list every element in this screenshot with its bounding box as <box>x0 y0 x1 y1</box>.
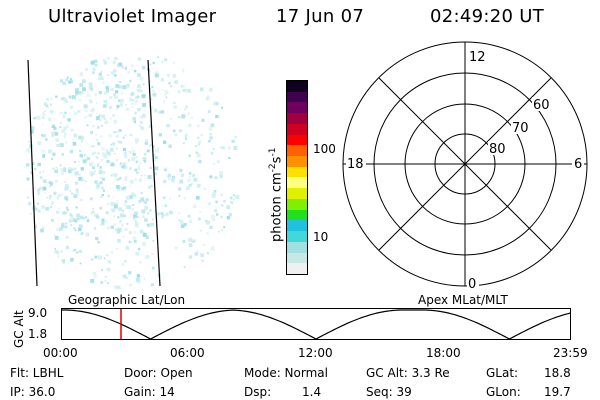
polar-diagonal-2 <box>378 77 552 251</box>
geographic-image <box>26 56 240 289</box>
colorbar-segment <box>287 263 307 274</box>
colorbar-segment <box>287 198 307 210</box>
colorbar-segment <box>287 188 307 199</box>
status-gc-alt: GC Alt: 3.3 Re <box>366 366 450 380</box>
timeline-ytick-max: 9.0 <box>28 306 48 320</box>
polar-plot: 12 18 6 0 60 70 80 <box>342 41 588 290</box>
colorbar-segment <box>287 231 307 242</box>
colorbar-tick-100: 100 <box>313 142 336 156</box>
colorbar-units-label: photon cm-2s-1 <box>268 147 285 242</box>
timeline-frame <box>61 308 571 340</box>
status-filter: Flt: LBHL <box>10 366 64 380</box>
colorbar-segment <box>287 220 307 232</box>
timeline-xtick-0600: 06:00 <box>170 346 205 360</box>
status-glat-value: 18.8 <box>544 366 571 380</box>
uv-speckle-field <box>26 56 240 289</box>
timeline-ytick-min: 1.8 <box>28 327 48 341</box>
colorbar-segment <box>287 102 307 114</box>
colorbar-segment <box>287 81 307 92</box>
colorbar-segment <box>287 252 307 264</box>
timeline-xtick-0000: 00:00 <box>43 346 78 360</box>
colorbar-segment <box>287 145 307 157</box>
status-glat-label: GLat: <box>486 366 519 380</box>
mlt-label-6: 6 <box>574 157 582 172</box>
timeline-xtick-1200: 12:00 <box>298 346 333 360</box>
time-label: 02:49:20 UT <box>430 6 545 27</box>
orbit-altitude-curve <box>61 309 571 340</box>
timeline-ylabel: GC Alt <box>12 310 26 348</box>
timeline-xtick-1800: 18:00 <box>426 346 461 360</box>
orbit-timeline-plot <box>61 308 571 340</box>
mlt-label-0: 0 <box>468 277 476 290</box>
colorbar-segment <box>287 241 307 253</box>
status-dsp-value: 1.4 <box>302 385 322 399</box>
colorbar-segment <box>287 166 307 178</box>
lat-label-70: 70 <box>512 121 529 136</box>
timeline-left-title: Geographic Lat/Lon <box>68 293 186 307</box>
instrument-title: Ultraviolet Imager <box>48 6 217 27</box>
lat-label-60: 60 <box>533 98 550 113</box>
meridian-line-right <box>147 59 161 287</box>
timeline-xtick-2359: 23:59 <box>553 346 588 360</box>
colorbar-segment <box>287 113 307 124</box>
colorbar-segment <box>287 123 307 135</box>
status-ip: IP: 36.0 <box>10 385 56 399</box>
colorbar-segment <box>287 91 307 103</box>
colorbar <box>286 80 308 275</box>
colorbar-segment <box>287 177 307 189</box>
status-dsp-label: Dsp: <box>244 385 272 399</box>
mlt-label-12: 12 <box>469 50 486 65</box>
colorbar-tick-10: 10 <box>313 230 329 244</box>
mlt-label-18: 18 <box>347 157 364 172</box>
colorbar-segment <box>287 134 307 146</box>
date-label: 17 Jun 07 <box>276 6 365 27</box>
colorbar-segment <box>287 156 307 167</box>
status-glon-value: 19.7 <box>544 385 571 399</box>
colorbar-segment <box>287 209 307 221</box>
timeline-right-title: Apex MLat/MLT <box>418 293 508 307</box>
meridian-line-left <box>27 59 38 287</box>
status-glon-label: GLon: <box>486 385 521 399</box>
status-door: Door: Open <box>124 366 193 380</box>
status-gain: Gain: 14 <box>124 385 175 399</box>
lat-label-80: 80 <box>489 142 506 157</box>
status-mode: Mode: Normal <box>244 366 328 380</box>
status-seq: Seq: 39 <box>366 385 412 399</box>
